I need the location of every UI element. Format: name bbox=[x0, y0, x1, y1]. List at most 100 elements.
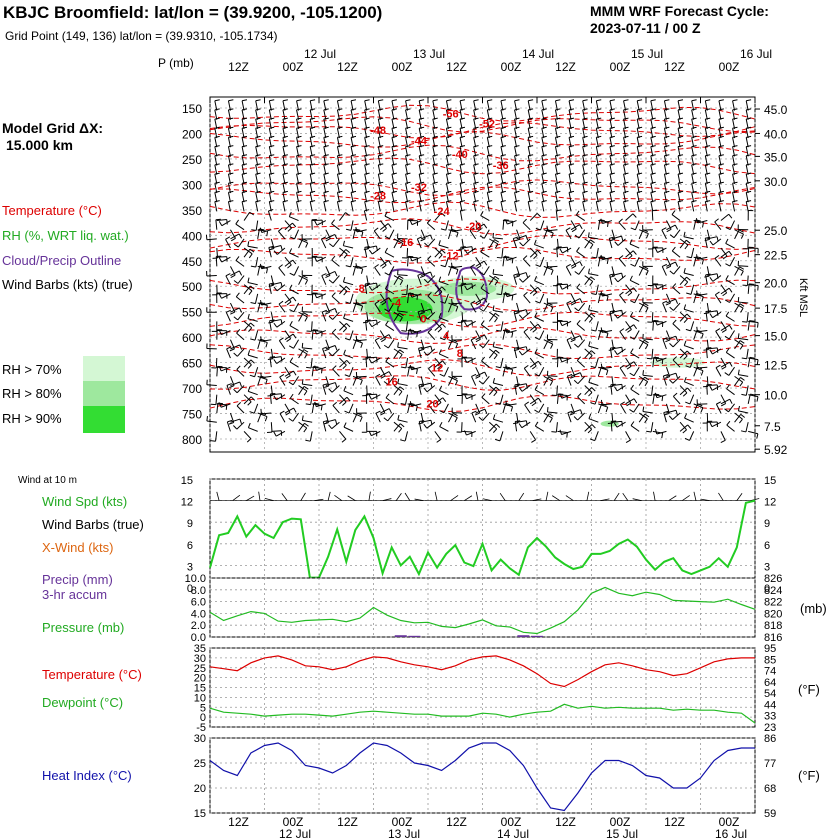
wind-barb bbox=[407, 329, 415, 340]
wind-barb-staff bbox=[672, 359, 681, 368]
wind-barb-staff bbox=[377, 118, 381, 129]
wind-barb bbox=[502, 329, 511, 340]
wind-barb-staff bbox=[541, 128, 545, 139]
wind-barb bbox=[464, 357, 476, 363]
wind-barb bbox=[554, 181, 561, 194]
wind-barb-staff bbox=[391, 128, 395, 139]
wind-barb-staff bbox=[461, 320, 463, 331]
wind-barb-staff bbox=[243, 322, 251, 331]
wind-barb-flag bbox=[289, 320, 293, 326]
wind-barb-flag bbox=[740, 233, 744, 239]
wind-barb-flag bbox=[746, 200, 752, 203]
wind-barb bbox=[230, 344, 243, 350]
wind-barb-staff bbox=[568, 201, 572, 212]
wind-barb bbox=[693, 366, 703, 377]
wind-barb-flag bbox=[337, 200, 343, 203]
wind-barb-staff bbox=[690, 321, 695, 332]
wind-barb bbox=[584, 311, 593, 323]
wind-barb bbox=[747, 210, 754, 221]
wind-barb-staff bbox=[243, 320, 253, 329]
wind-barb-flag bbox=[732, 181, 738, 184]
wind-barb bbox=[426, 219, 436, 231]
wind-barb-staff bbox=[255, 183, 259, 194]
wind-barb bbox=[650, 163, 656, 175]
wind-barb-staff bbox=[720, 287, 730, 295]
wind-barb bbox=[591, 284, 599, 295]
wind-barb bbox=[473, 145, 479, 157]
temperature-contour bbox=[209, 395, 756, 413]
wind-barb-staff bbox=[738, 265, 749, 267]
wind-barb-staff bbox=[296, 201, 300, 212]
temperature-contour bbox=[209, 116, 756, 133]
wind-barb-staff bbox=[582, 155, 586, 166]
wind-barb-staff bbox=[691, 192, 695, 203]
wind-barb-flag bbox=[696, 292, 702, 296]
wind-barb-flag bbox=[239, 381, 243, 387]
wind-barb-flag bbox=[337, 117, 343, 120]
wind-barb-flag bbox=[345, 301, 351, 304]
wind-barb-flag bbox=[346, 322, 351, 328]
wind-barb-flag bbox=[474, 412, 480, 416]
wind-barb-staff bbox=[729, 256, 736, 267]
wind-barb-staff bbox=[336, 100, 340, 111]
wind-barb-flag bbox=[310, 163, 316, 166]
wind-barb-staff bbox=[352, 229, 356, 239]
wind-barb-staff bbox=[298, 238, 308, 244]
wind-barb-staff bbox=[507, 220, 517, 225]
wind-barb-staff bbox=[241, 146, 245, 157]
wind-barb-flag bbox=[741, 357, 747, 360]
wind-barb-staff bbox=[584, 385, 593, 393]
wind-barb-flag bbox=[398, 354, 403, 359]
wind-barb-flag bbox=[273, 250, 278, 255]
wind-barb-flag bbox=[289, 248, 293, 254]
wind-barb bbox=[361, 422, 368, 433]
wind-barb-staff bbox=[595, 173, 599, 184]
wind-barb-flag bbox=[644, 413, 650, 418]
wind-barb-staff bbox=[420, 234, 431, 240]
wind-barb bbox=[241, 108, 248, 120]
wind-barb bbox=[393, 421, 403, 433]
wind-barb-staff bbox=[447, 413, 454, 423]
wind-barb-staff bbox=[651, 385, 654, 396]
wind-barb bbox=[679, 313, 691, 322]
wind-barb-flag bbox=[323, 108, 329, 111]
wind-barb bbox=[625, 324, 638, 331]
wind-barb bbox=[445, 135, 452, 148]
wind-barb-flag bbox=[633, 398, 638, 404]
wind-barb bbox=[336, 200, 343, 212]
wind-barb-flag bbox=[233, 352, 238, 357]
wind-barb-staff bbox=[377, 109, 381, 120]
wind-barb-staff bbox=[350, 155, 354, 166]
wind-barb-flag bbox=[551, 232, 554, 238]
wind-barb-flag bbox=[478, 416, 483, 421]
wind-barb-flag bbox=[269, 126, 275, 129]
wind-barb-flag bbox=[296, 154, 302, 157]
wind-barb-flag bbox=[677, 172, 684, 175]
wind-barb-staff bbox=[529, 394, 537, 404]
wind-barb bbox=[546, 334, 558, 341]
wind-barb-flag bbox=[364, 209, 370, 212]
wind-barb-flag bbox=[484, 371, 488, 377]
wind-barb-flag bbox=[664, 154, 670, 157]
wind-barb-flag bbox=[419, 163, 425, 166]
bottom-hour-label: 12Z bbox=[228, 815, 249, 829]
wind-barb-staff bbox=[513, 274, 518, 285]
wind-barb bbox=[500, 172, 506, 184]
wind-barb-staff bbox=[241, 128, 245, 139]
wind-barb-flag bbox=[559, 320, 563, 326]
wind-barb bbox=[298, 238, 308, 249]
wind-barb-flag bbox=[473, 172, 479, 175]
wind-barb bbox=[459, 200, 466, 212]
wind-barb-flag bbox=[378, 145, 384, 148]
wind-barb-flag bbox=[321, 309, 328, 313]
wind-barb bbox=[331, 219, 340, 231]
wind-barb-staff bbox=[336, 118, 340, 129]
wind-barb bbox=[527, 117, 534, 129]
wind-barb bbox=[210, 394, 218, 406]
wind-barb-flag bbox=[269, 248, 275, 251]
wind-barb bbox=[554, 172, 561, 184]
wind-barb-staff bbox=[745, 201, 749, 212]
wind-barb-flag bbox=[428, 401, 434, 406]
wind-barb-staff bbox=[506, 293, 517, 298]
wind-barb bbox=[718, 181, 724, 194]
